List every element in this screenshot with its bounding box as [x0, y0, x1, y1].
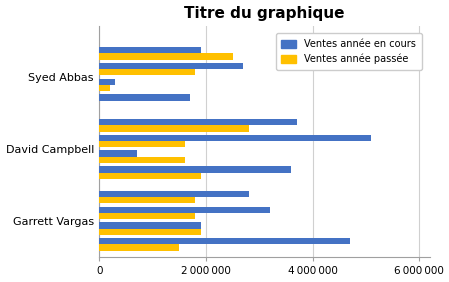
Bar	[100, 135, 371, 141]
Bar	[100, 119, 297, 125]
Bar	[100, 191, 249, 197]
Bar	[100, 79, 115, 85]
Bar	[100, 151, 137, 157]
Bar	[100, 141, 185, 147]
Bar	[100, 238, 350, 244]
Bar	[100, 47, 201, 53]
Bar	[100, 63, 243, 69]
Bar	[100, 125, 249, 132]
Bar	[100, 166, 291, 173]
Title: Titre du graphique: Titre du graphique	[185, 6, 345, 21]
Bar	[100, 69, 195, 75]
Bar	[100, 222, 201, 229]
Legend: Ventes année en cours, Ventes année passée: Ventes année en cours, Ventes année pass…	[276, 33, 422, 70]
Bar	[100, 85, 110, 91]
Bar	[100, 173, 201, 179]
Bar	[100, 157, 185, 163]
Bar	[100, 94, 190, 101]
Bar	[100, 207, 270, 213]
Bar	[100, 213, 195, 219]
Bar	[100, 244, 180, 251]
Bar	[100, 197, 195, 204]
Bar	[100, 53, 233, 60]
Bar	[100, 229, 201, 235]
